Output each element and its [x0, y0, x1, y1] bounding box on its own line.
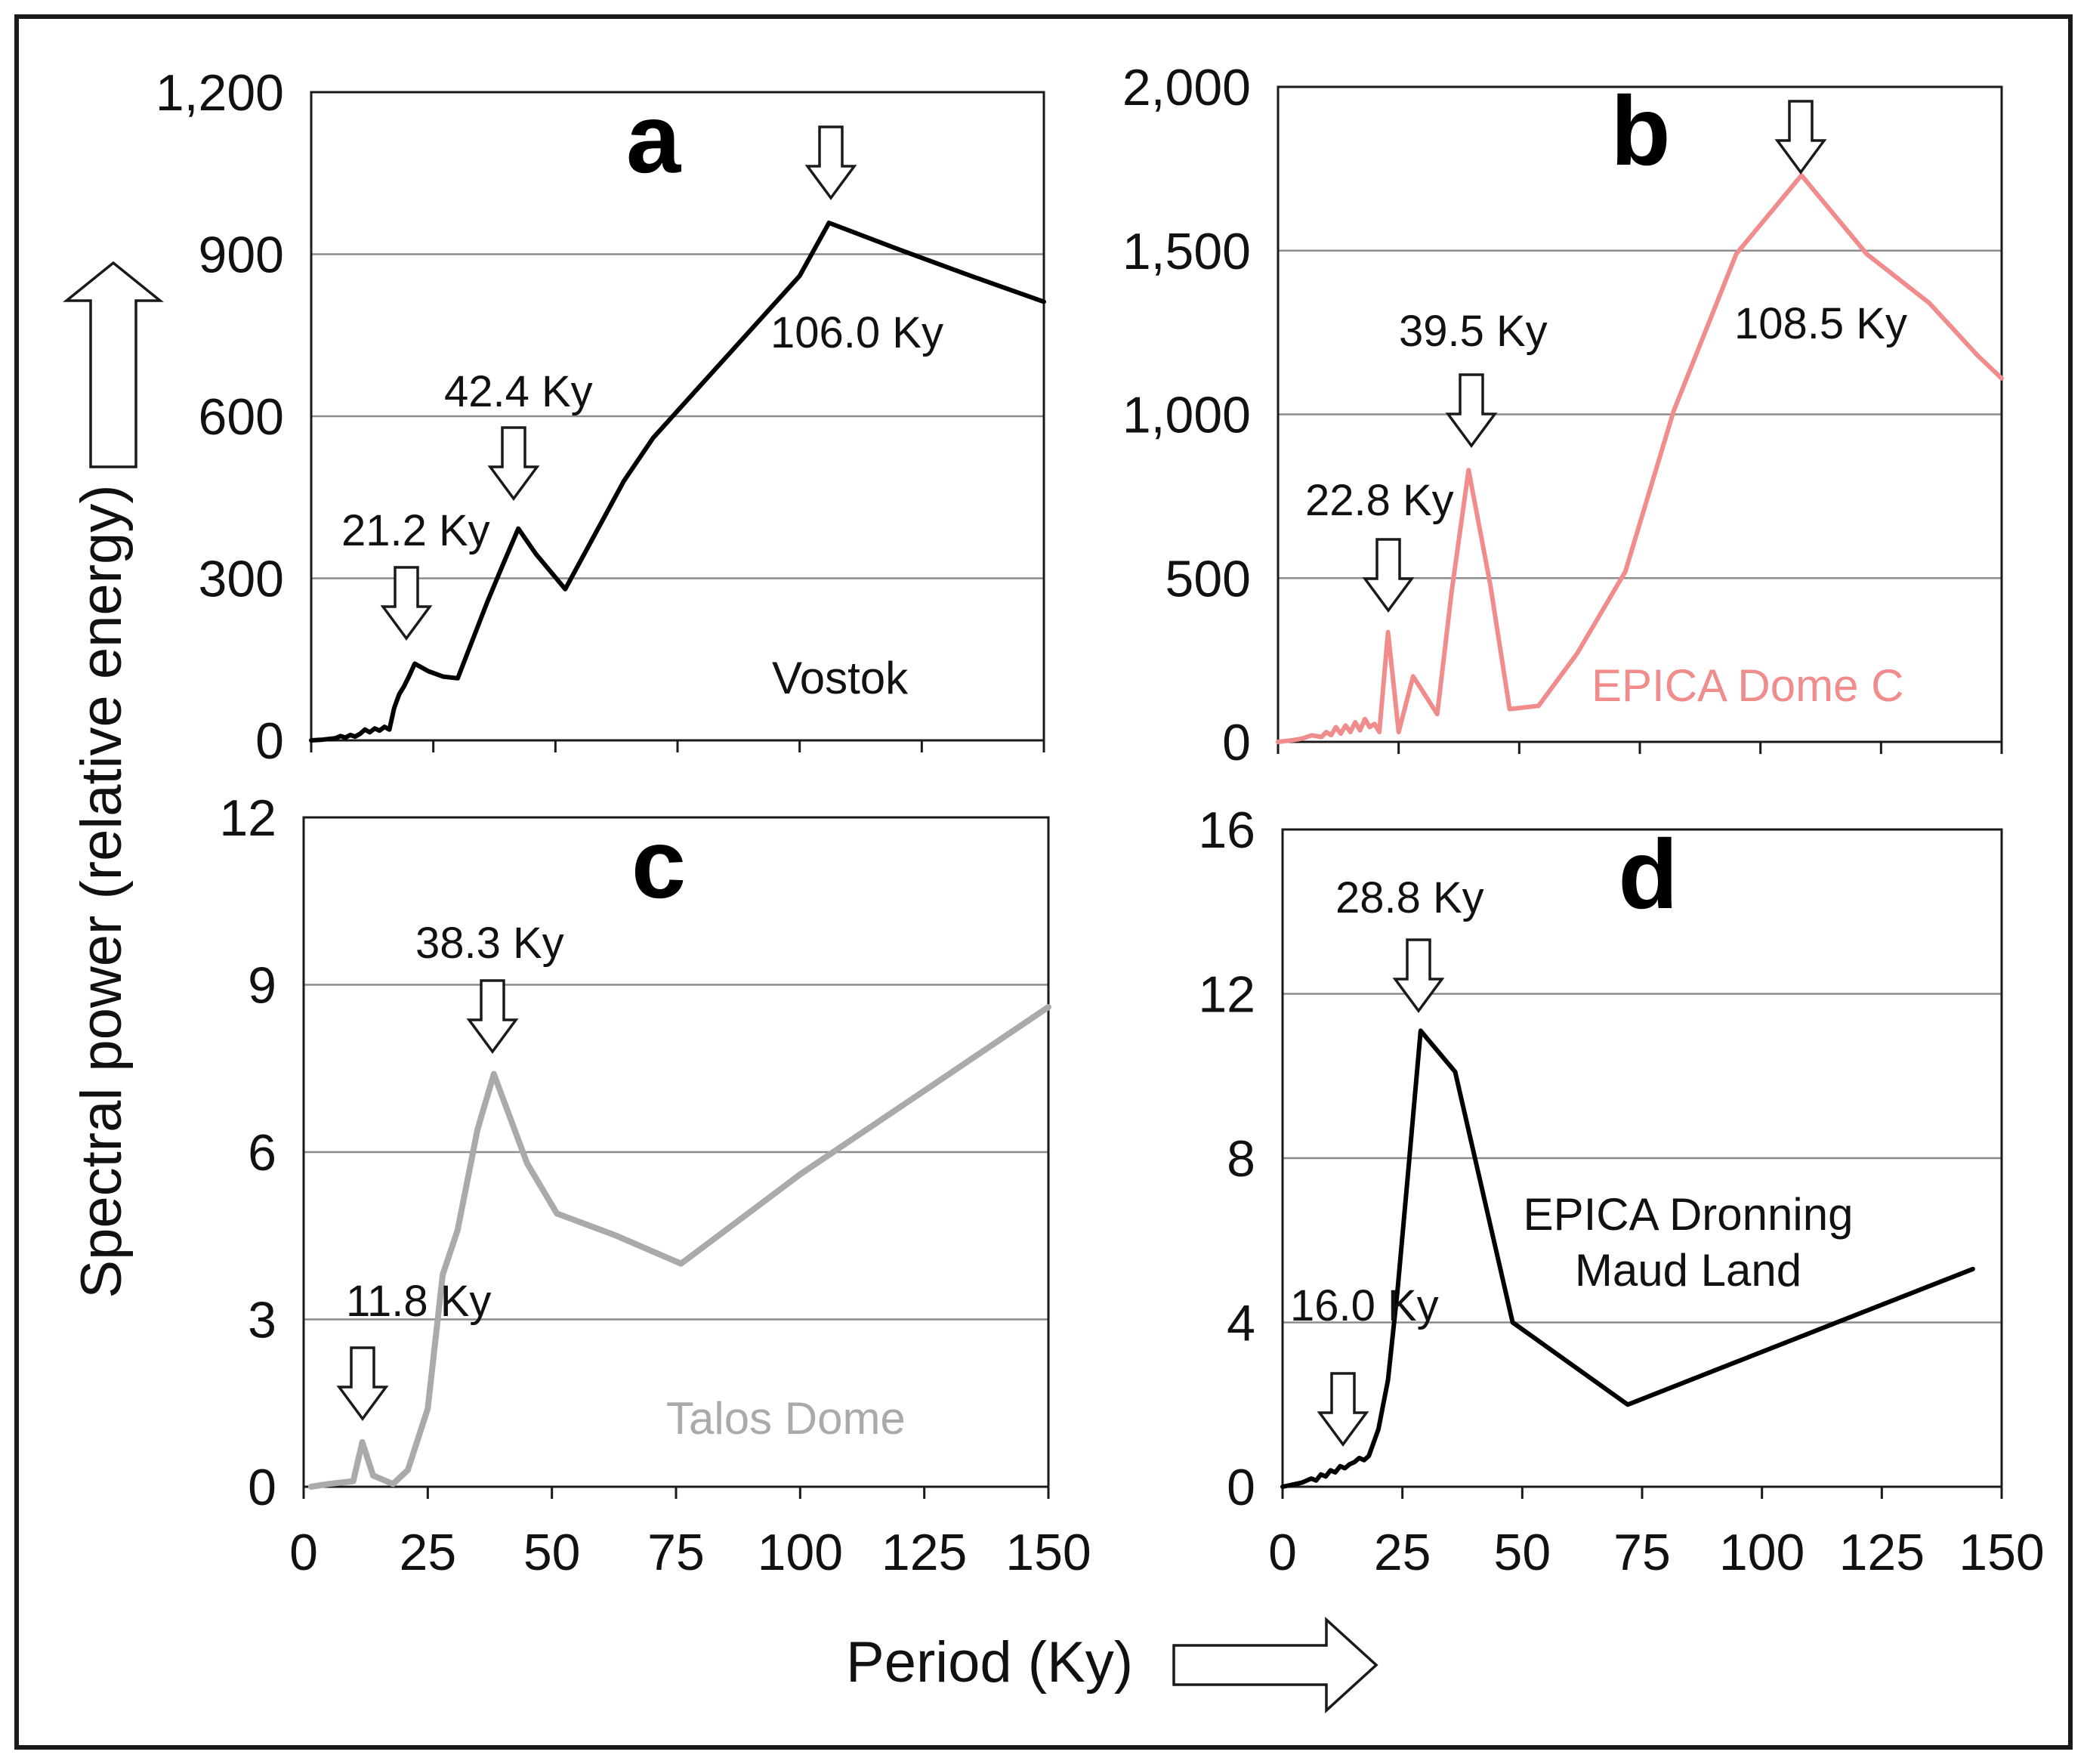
- y-tick-label-c: 0: [248, 1459, 276, 1516]
- series-line-a: [309, 221, 1046, 743]
- panel-d: 0 4 8 12 16 0 25 50 75 100 125 150 d EPICA DronningMa…: [1198, 802, 2044, 1581]
- station-name-line-d: Maud Land: [1575, 1245, 1801, 1296]
- peak-arrow-icon-b: [1445, 373, 1498, 448]
- peak-label-a: 106.0 Ky: [770, 308, 943, 357]
- panel-letter-d: d: [1618, 819, 1678, 929]
- y-tick-label-d: 16: [1198, 802, 1255, 859]
- y-tick-label-a: 1,200: [156, 64, 284, 122]
- panel-c: 0 3 6 9 12 0 25 50 75 100 125 150 c Talos Dome 11.8 Ky…: [219, 789, 1091, 1581]
- peak-arrow-icon-a: [487, 426, 540, 501]
- x-tick-label-c: 75: [647, 1524, 705, 1581]
- x-tick-label-d: 150: [1959, 1524, 2044, 1581]
- y-tick-label-d: 4: [1227, 1295, 1255, 1352]
- x-tick-label-d: 25: [1374, 1524, 1431, 1581]
- y-tick-label-a: 600: [199, 388, 284, 446]
- y-tick-label-a: 300: [199, 551, 284, 608]
- plot-border-c: [302, 816, 1050, 1488]
- station-name-line-d: EPICA Dronning: [1524, 1189, 1854, 1240]
- y-axis-arrow-icon: [63, 261, 164, 468]
- x-tick-label-c: 50: [523, 1524, 581, 1581]
- plot-border-b: [1277, 85, 2003, 743]
- plot-border-d: [1281, 828, 2003, 1488]
- y-tick-label-c: 9: [248, 957, 276, 1015]
- y-tick-label-c: 6: [248, 1124, 276, 1182]
- x-tick-label-c: 25: [400, 1524, 457, 1581]
- peak-label-c: 38.3 Ky: [415, 919, 564, 968]
- y-tick-label-d: 12: [1198, 966, 1255, 1024]
- panel-b: 0 500 1,000 1,500 2,000 b EPICA Dome C 22.8 Ky 3…: [1122, 59, 2004, 771]
- x-tick-label-d: 50: [1494, 1524, 1551, 1581]
- x-axis-arrow-icon: [1172, 1617, 1378, 1713]
- panel-letter-c: c: [631, 808, 686, 919]
- y-tick-label-a: 900: [199, 227, 284, 284]
- peak-label-b: 108.5 Ky: [1734, 299, 1907, 348]
- peak-arrow-icon-c: [466, 979, 519, 1054]
- panel-letter-b: b: [1610, 76, 1670, 186]
- peak-label-b: 22.8 Ky: [1305, 476, 1454, 525]
- peak-arrow-icon-d: [1317, 1372, 1369, 1447]
- x-tick-label-d: 0: [1268, 1524, 1297, 1581]
- station-name-c: Talos Dome: [666, 1393, 906, 1444]
- y-tick-label-c: 3: [248, 1292, 276, 1349]
- peak-label-a: 21.2 Ky: [341, 506, 490, 555]
- peak-arrow-icon-d: [1392, 938, 1445, 1013]
- panel-letter-a: a: [626, 83, 682, 193]
- y-tick-label-c: 12: [219, 789, 276, 847]
- plot-border-a: [310, 91, 1045, 742]
- peak-arrow-icon-c: [336, 1346, 389, 1421]
- x-tick-label-d: 125: [1839, 1524, 1925, 1581]
- station-name-b: EPICA Dome C: [1591, 660, 1903, 711]
- y-axis-title: Spectral power (relative energy): [69, 484, 134, 1298]
- y-tick-label-b: 1,500: [1122, 223, 1251, 280]
- y-tick-label-b: 2,000: [1122, 59, 1251, 116]
- x-tick-label-c: 150: [1005, 1524, 1091, 1581]
- y-tick-label-b: 0: [1222, 714, 1251, 771]
- x-tick-label-d: 75: [1613, 1524, 1671, 1581]
- y-tick-label-b: 1,000: [1122, 387, 1251, 444]
- x-tick-label-c: 125: [881, 1524, 967, 1581]
- series-line-d: [1280, 1028, 1975, 1489]
- series-line-b: [1276, 173, 2004, 744]
- peak-arrow-icon-b: [1362, 538, 1415, 613]
- peak-label-c: 11.8 Ky: [346, 1277, 491, 1326]
- peak-arrow-icon-b: [1774, 100, 1827, 175]
- peak-arrow-icon-a: [380, 566, 433, 641]
- y-tick-label-a: 0: [255, 712, 284, 770]
- x-tick-label-d: 100: [1719, 1524, 1805, 1581]
- peak-label-d: 16.0 Ky: [1290, 1281, 1439, 1330]
- y-tick-label-b: 500: [1165, 550, 1251, 607]
- y-tick-label-d: 8: [1227, 1130, 1255, 1188]
- series-line-c: [307, 1004, 1051, 1490]
- y-tick-label-d: 0: [1227, 1459, 1255, 1516]
- x-tick-label-c: 100: [758, 1524, 843, 1581]
- peak-label-a: 42.4 Ky: [444, 367, 593, 416]
- peak-label-b: 39.5 Ky: [1399, 307, 1548, 356]
- peak-label-d: 28.8 Ky: [1335, 873, 1484, 922]
- panel-a: 0 300 600 900 1,200 a Vostok 21.2 Ky 42.4 Ky 106.…: [156, 64, 1046, 770]
- figure-frame: [14, 14, 2073, 1750]
- x-tick-label-c: 0: [289, 1524, 318, 1581]
- station-name-a: Vostok: [772, 653, 909, 703]
- x-axis-title: Period (Ky): [846, 1630, 1133, 1694]
- peak-arrow-icon-a: [804, 125, 857, 200]
